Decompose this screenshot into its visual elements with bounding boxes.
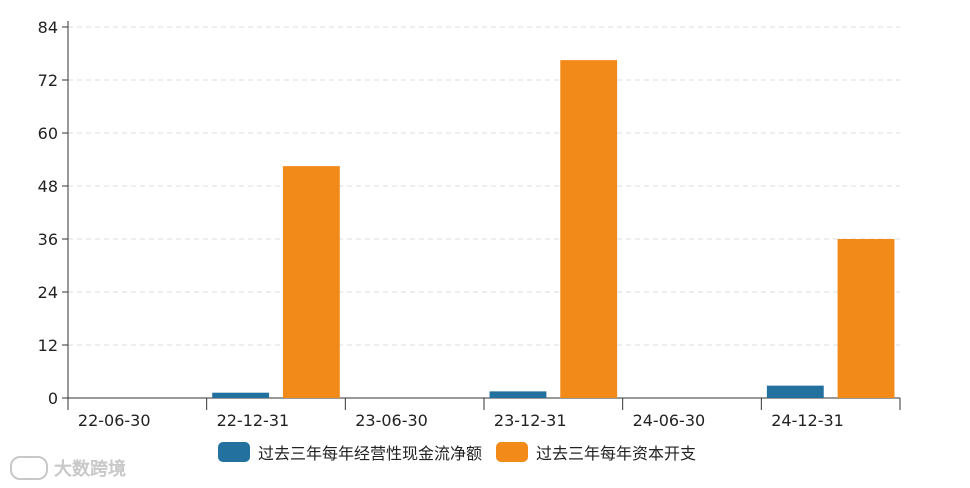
x-tick-label: 22-12-31: [217, 411, 290, 430]
bar-capex[interactable]: [282, 166, 340, 398]
legend-label-operating-cash-flow: 过去三年每年经营性现金流净额: [258, 444, 483, 463]
x-tick-label: 22-06-30: [78, 411, 151, 430]
bar-operating-cash-flow[interactable]: [489, 391, 547, 398]
x-tick-label: 23-12-31: [494, 411, 567, 430]
legend-swatch-capex: [496, 442, 529, 462]
y-axis-ticks: 0 12 24 36 48 60 72 84: [38, 18, 68, 408]
legend-swatch-operating-cash-flow: [218, 442, 250, 462]
y-tick-label: 84: [38, 18, 58, 37]
watermark-text: 大数跨境: [54, 459, 126, 480]
y-tick-label: 24: [38, 283, 58, 302]
y-tick-label: 48: [38, 177, 58, 196]
y-tick-label: 36: [38, 230, 58, 249]
bar-capex[interactable]: [560, 60, 618, 398]
y-tick-label: 12: [38, 336, 58, 355]
y-tick-label: 72: [38, 71, 58, 90]
x-axis-ticks: 22-06-30 22-12-31 23-06-30 23-12-31 24-06-30…: [67, 398, 901, 430]
y-tick-label: 60: [38, 124, 58, 143]
legend[interactable]: 过去三年每年经营性现金流净额 过去三年每年资本开支: [218, 440, 696, 464]
x-tick-label: 24-06-30: [633, 411, 706, 430]
bar-operating-cash-flow[interactable]: [766, 385, 824, 398]
grid-lines: [68, 26, 900, 346]
legend-label-capex: 过去三年每年资本开支: [536, 444, 697, 463]
watermark: 大数跨境: [10, 455, 126, 481]
x-tick-label: 24-12-31: [771, 411, 844, 430]
x-tick-label: 23-06-30: [355, 411, 428, 430]
bar-operating-cash-flow[interactable]: [212, 392, 270, 398]
legend-item-capex[interactable]: 过去三年每年资本开支: [496, 440, 696, 464]
bar-capex[interactable]: [837, 239, 895, 398]
legend-item-operating-cash-flow[interactable]: 过去三年每年经营性现金流净额: [218, 440, 482, 464]
axes: [67, 21, 900, 399]
y-tick-label: 0: [48, 389, 58, 408]
bars: [212, 60, 895, 398]
infinity-logo-icon: [10, 456, 48, 480]
